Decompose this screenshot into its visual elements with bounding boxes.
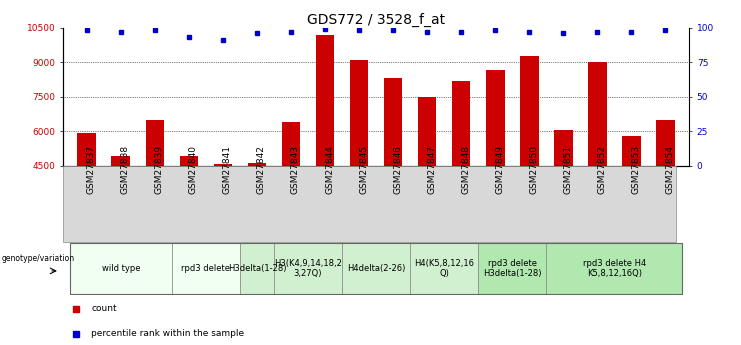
Bar bbox=[546, 243, 682, 294]
Bar bbox=[342, 243, 410, 294]
Text: H3delta(1-28): H3delta(1-28) bbox=[227, 264, 286, 273]
Text: H4(K5,8,12,16
Q): H4(K5,8,12,16 Q) bbox=[414, 258, 474, 278]
Text: rpd3 delete H4
K5,8,12,16Q): rpd3 delete H4 K5,8,12,16Q) bbox=[582, 258, 646, 278]
Bar bbox=[410, 243, 478, 294]
Text: GSM27839: GSM27839 bbox=[155, 145, 164, 194]
Bar bbox=[274, 243, 342, 294]
Bar bbox=[282, 122, 300, 166]
Text: GSM27854: GSM27854 bbox=[665, 145, 674, 194]
Bar bbox=[588, 62, 607, 166]
Text: GSM27846: GSM27846 bbox=[393, 145, 402, 194]
Text: GSM27847: GSM27847 bbox=[427, 145, 436, 194]
Text: GSM27840: GSM27840 bbox=[189, 145, 198, 194]
Text: GSM27848: GSM27848 bbox=[461, 145, 470, 194]
Text: GSM27845: GSM27845 bbox=[359, 145, 368, 194]
Text: H3(K4,9,14,18,2
3,27Q): H3(K4,9,14,18,2 3,27Q) bbox=[274, 258, 342, 278]
Text: GSM27841: GSM27841 bbox=[223, 145, 232, 194]
Text: rpd3 delete
H3delta(1-28): rpd3 delete H3delta(1-28) bbox=[483, 258, 542, 278]
Bar bbox=[240, 243, 274, 294]
Bar bbox=[145, 120, 165, 166]
Text: rpd3 delete: rpd3 delete bbox=[182, 264, 230, 273]
Text: GSM27837: GSM27837 bbox=[87, 145, 96, 194]
Bar bbox=[78, 134, 96, 166]
Bar bbox=[213, 165, 232, 166]
Bar bbox=[520, 56, 539, 166]
Text: GSM27844: GSM27844 bbox=[325, 145, 334, 194]
Bar bbox=[554, 130, 573, 166]
Text: GSM27843: GSM27843 bbox=[291, 145, 300, 194]
Text: percentile rank within the sample: percentile rank within the sample bbox=[91, 329, 245, 338]
Bar bbox=[384, 78, 402, 166]
Text: H4delta(2-26): H4delta(2-26) bbox=[347, 264, 405, 273]
Title: GDS772 / 3528_f_at: GDS772 / 3528_f_at bbox=[307, 12, 445, 27]
Text: GSM27849: GSM27849 bbox=[495, 145, 504, 194]
Text: genotype/variation: genotype/variation bbox=[1, 254, 74, 263]
Bar bbox=[656, 120, 674, 166]
Text: count: count bbox=[91, 305, 117, 314]
Text: wild type: wild type bbox=[102, 264, 140, 273]
Bar bbox=[70, 243, 172, 294]
Bar bbox=[247, 163, 266, 166]
Text: GSM27838: GSM27838 bbox=[121, 145, 130, 194]
Text: GSM27842: GSM27842 bbox=[257, 145, 266, 194]
Text: GSM27853: GSM27853 bbox=[631, 145, 640, 194]
Bar bbox=[622, 136, 641, 166]
Bar bbox=[418, 97, 436, 166]
Bar bbox=[111, 156, 130, 166]
Bar bbox=[316, 34, 334, 166]
Text: GSM27852: GSM27852 bbox=[597, 145, 606, 194]
Bar bbox=[478, 243, 546, 294]
Bar bbox=[179, 156, 199, 166]
Bar bbox=[452, 80, 471, 166]
Bar bbox=[172, 243, 240, 294]
Bar bbox=[350, 60, 368, 166]
Bar bbox=[486, 70, 505, 166]
Text: GSM27850: GSM27850 bbox=[529, 145, 538, 194]
Text: GSM27851: GSM27851 bbox=[563, 145, 572, 194]
